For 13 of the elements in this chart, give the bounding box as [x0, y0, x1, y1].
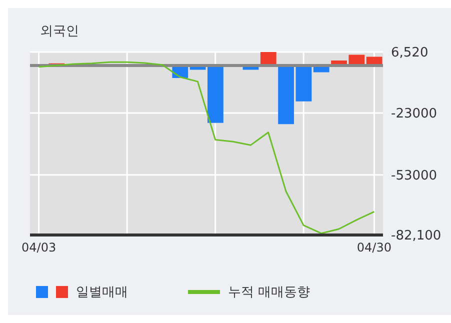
bar	[296, 65, 312, 102]
bar	[208, 65, 224, 123]
y-tick-label: -82,100	[391, 228, 442, 244]
chart-title: 외국인	[40, 23, 80, 40]
y-tick-label: 6,520	[391, 46, 428, 61]
legend-label: 누적 매매동향	[228, 284, 310, 301]
y-tick-label: -53000	[391, 168, 438, 184]
bar	[278, 65, 294, 124]
line-series	[38, 61, 375, 234]
legend-label: 일별매매	[76, 284, 128, 301]
x-tick-label: 04/03	[22, 240, 56, 255]
x-tick-label: 04/30	[356, 240, 392, 255]
y-tick-label: -23000	[391, 106, 438, 122]
